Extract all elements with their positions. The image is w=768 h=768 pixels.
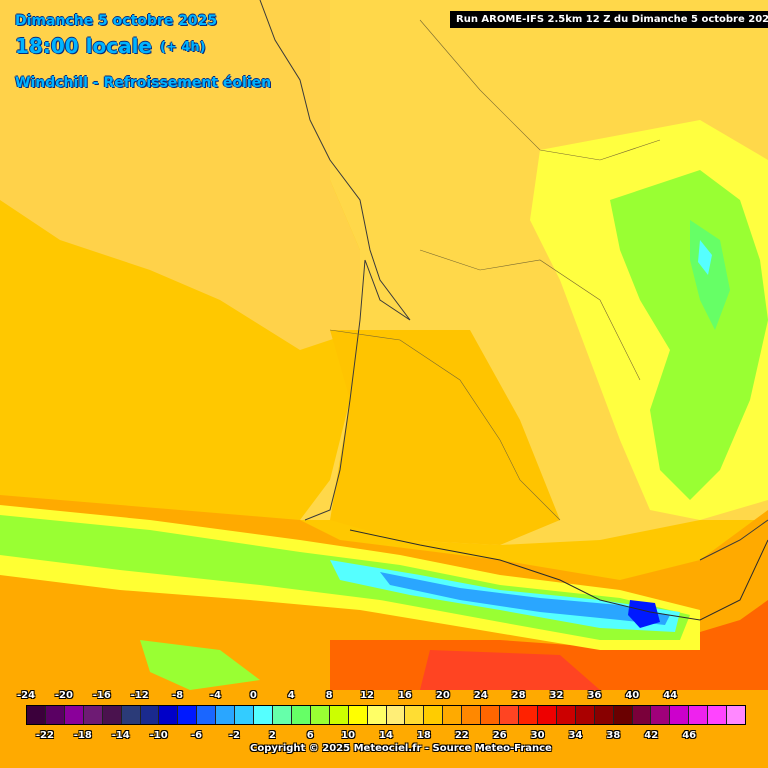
legend-swatch [386, 706, 406, 724]
legend-tick-label: -2 [228, 730, 240, 741]
legend-swatch [254, 706, 273, 724]
legend-swatch [424, 706, 444, 724]
legend-tick-label: 8 [325, 690, 333, 701]
south-hotter-zone [420, 650, 600, 690]
legend-swatch [727, 706, 746, 724]
copyright-text: Copyright © 2025 Meteociel.fr - Source M… [250, 743, 552, 754]
legend-tick-label: 24 [473, 690, 488, 701]
legend-swatch [670, 706, 690, 724]
legend-swatch [613, 706, 633, 724]
legend-tick-label: 26 [492, 730, 507, 741]
legend-bottom-ticks: -22 -18 -14 -10 -6 -2 2 6 10 14 18 22 26 30 34 38 42 46 [0, 730, 768, 744]
legend-tick-label: 16 [397, 690, 412, 701]
legend-tick-label: 20 [435, 690, 450, 701]
legend-swatch [500, 706, 519, 724]
legend-tick-label: 28 [511, 690, 526, 701]
legend-swatch [83, 706, 103, 724]
legend-tick-label: -8 [172, 690, 184, 701]
legend-tick-label: -14 [111, 730, 130, 741]
pyrenees-coldest [628, 600, 660, 628]
legend-swatch [537, 706, 557, 724]
legend-tick-label: 40 [625, 690, 640, 701]
legend-tick-label: -12 [130, 690, 149, 701]
legend-swatch [272, 706, 292, 724]
legend-swatch [102, 706, 122, 724]
region-border [329, 329, 561, 521]
legend-swatch [216, 706, 236, 724]
coastline [259, 0, 411, 521]
legend-swatch [556, 706, 576, 724]
north-ocean-band [0, 0, 360, 350]
legend-tick-label: -20 [54, 690, 73, 701]
legend-tick-label: 34 [568, 730, 583, 741]
legend-swatch [235, 706, 255, 724]
region-border [699, 519, 768, 561]
legend-tick-label: -6 [190, 730, 203, 741]
region-border [349, 529, 768, 621]
legend-swatch [27, 706, 46, 724]
massif-central-green [610, 170, 768, 500]
legend-swatch [443, 706, 463, 724]
forecast-date: Dimanche 5 octobre 2025 [15, 13, 218, 29]
legend-swatch [518, 706, 538, 724]
legend-swatch [462, 706, 482, 724]
legend-swatch [689, 706, 709, 724]
legend-tick-label: 42 [644, 730, 659, 741]
pyrenees-cold-band [380, 572, 670, 625]
legend-swatch [45, 706, 65, 724]
legend-tick-label: -10 [149, 730, 168, 741]
legend-top-ticks: -24 -20 -16 -12 -8 -4 0 4 8 12 16 20 24 28 32 36 40 44 [0, 690, 768, 704]
legend-tick-label: 6 [306, 730, 314, 741]
legend-swatch [121, 706, 141, 724]
legend-tick-label: 12 [360, 690, 375, 701]
legend-tick-label: -24 [16, 690, 36, 701]
legend-tick-label: 14 [379, 730, 393, 741]
legend-tick-label: -16 [92, 690, 111, 701]
legend-swatch [64, 706, 84, 724]
legend-swatch [140, 706, 160, 724]
parameter-title: Windchill - Refroissement éolien [15, 75, 272, 91]
forecast-time: 18:00 locale [15, 34, 152, 58]
legend-swatch [348, 706, 368, 724]
legend-tick-label: 18 [416, 730, 431, 741]
legend-swatch [367, 706, 387, 724]
forecast-offset: (+ 4h) [160, 40, 206, 55]
legend-swatch [651, 706, 671, 724]
pyrenees-west-green [140, 640, 260, 690]
legend-swatch [310, 706, 330, 724]
legend-tick-label: 36 [587, 690, 602, 701]
massif-central-peak [698, 240, 712, 275]
legend-swatch [329, 706, 349, 724]
legend-tick-label: 30 [530, 730, 545, 741]
legend-swatch [197, 706, 217, 724]
region-border [419, 249, 641, 381]
legend-tick-label: 22 [454, 730, 469, 741]
legend-colorbar [26, 705, 746, 725]
legend-tick-label: -4 [209, 690, 222, 701]
legend-tick-label: 2 [268, 730, 276, 741]
legend-tick-label: 4 [287, 690, 295, 701]
legend-swatch [291, 706, 311, 724]
legend-swatch [159, 706, 179, 724]
legend-tick-label: 32 [549, 690, 564, 701]
legend-tick-label: 0 [249, 690, 257, 701]
legend-tick-label: 44 [663, 690, 678, 701]
region-border [419, 19, 661, 161]
legend-swatch [405, 706, 425, 724]
legend-tick-label: 38 [606, 730, 621, 741]
aquitaine-field [330, 330, 560, 545]
run-label: Run AROME-IFS 2.5km 12 Z du Dimanche 5 o… [450, 11, 768, 28]
legend-tick-label: -22 [35, 730, 54, 741]
legend-swatch [708, 706, 728, 724]
legend-tick-label: -18 [73, 730, 92, 741]
legend-swatch [575, 706, 595, 724]
legend-swatch [481, 706, 501, 724]
legend-tick-label: 46 [682, 730, 697, 741]
legend-swatch [178, 706, 198, 724]
legend-tick-label: 10 [341, 730, 356, 741]
legend-swatch [594, 706, 614, 724]
legend-swatch [632, 706, 652, 724]
